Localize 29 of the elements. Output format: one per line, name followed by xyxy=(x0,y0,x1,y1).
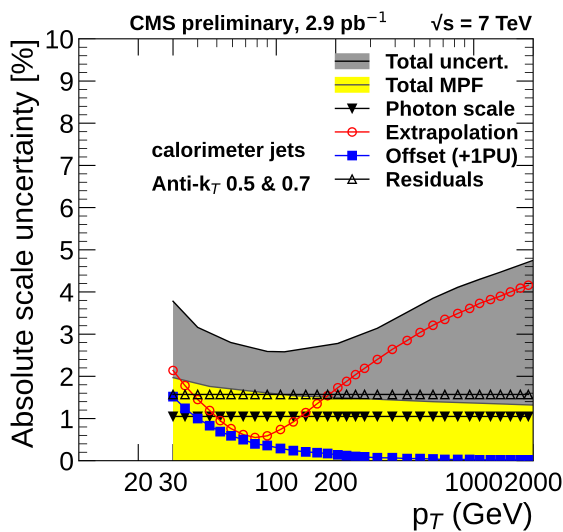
y-tick-label: 7 xyxy=(60,156,73,175)
chart-subtitle: √s = 7 TeV xyxy=(431,14,532,31)
x-tick-label: 100 xyxy=(256,472,298,492)
legend-label: Total uncert. xyxy=(386,53,508,69)
y-tick-label: 4 xyxy=(60,283,74,302)
y-tick-label: 9 xyxy=(60,72,73,91)
x-tick-label: 2000 xyxy=(505,472,562,492)
y-tick-label: 1 xyxy=(61,410,73,428)
x-tick-label: 30 xyxy=(159,472,187,492)
y-tick-label: 8 xyxy=(60,114,73,134)
legend-label: Residuals xyxy=(386,171,484,187)
annotation: calorimeter jets xyxy=(152,142,305,162)
y-tick-label: 5 xyxy=(60,241,73,260)
x-tick-label: 20 xyxy=(124,472,152,492)
y-tick-label: 3 xyxy=(60,325,73,344)
x-axis-title: p$_{T}$ (GeV) xyxy=(414,502,532,530)
legend-label: Extrapolation xyxy=(386,124,518,144)
y-tick-label: 6 xyxy=(60,198,73,218)
legend-label: Total MPF xyxy=(386,77,483,92)
y-tick-label: 2 xyxy=(60,367,73,386)
chart-title: CMS preliminary, 2.9 pb$^{−1}$ xyxy=(130,11,386,34)
annotation: Anti-k$_{T}$ 0.5 & 0.7 xyxy=(152,176,310,194)
x-tick-label: 1000 xyxy=(446,472,502,492)
y-tick-label: 10 xyxy=(46,30,73,49)
legend-label: Photon scale xyxy=(386,100,514,116)
y-axis-title: Absolute scale uncertainty [%] xyxy=(10,40,40,448)
y-tick-label: 0 xyxy=(60,452,73,471)
legend-label: Offset (+1PU) xyxy=(386,148,517,168)
x-tick-label: 200 xyxy=(315,472,357,492)
